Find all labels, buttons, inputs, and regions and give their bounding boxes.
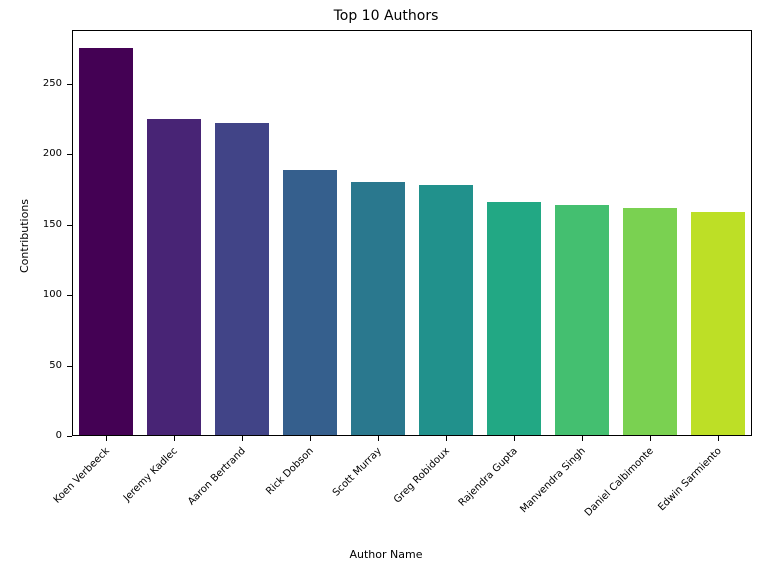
xtick-label: Jeremy Kadlec <box>122 446 180 504</box>
xtick-label: Rick Dobson <box>264 446 316 498</box>
xtick-mark <box>378 436 379 441</box>
xtick-label: Scott Murray <box>331 446 384 499</box>
xtick-label: Koen Verbeeck <box>52 446 112 506</box>
xtick-label: Aaron Bertrand <box>186 446 248 508</box>
xtick-label: Daniel Calbimonte <box>583 446 656 519</box>
xtick-mark <box>106 436 107 441</box>
xtick-label: Edwin Sarmiento <box>656 446 724 514</box>
xtick-label: Greg Robidoux <box>392 446 452 506</box>
xtick-label: Rajendra Gupta <box>457 446 520 509</box>
xtick-mark <box>310 436 311 441</box>
xtick-mark <box>582 436 583 441</box>
xtick-mark <box>242 436 243 441</box>
xtick-mark <box>514 436 515 441</box>
xtick-label: Manvendra Singh <box>518 446 588 516</box>
xtick-mark <box>650 436 651 441</box>
xtick-mark <box>446 436 447 441</box>
figure: Top 10 Authors Contributions Author Name… <box>0 0 772 570</box>
xtick-mark <box>174 436 175 441</box>
xtick-mark <box>718 436 719 441</box>
xticks-layer: Koen VerbeeckJeremy KadlecAaron Bertrand… <box>0 0 772 570</box>
